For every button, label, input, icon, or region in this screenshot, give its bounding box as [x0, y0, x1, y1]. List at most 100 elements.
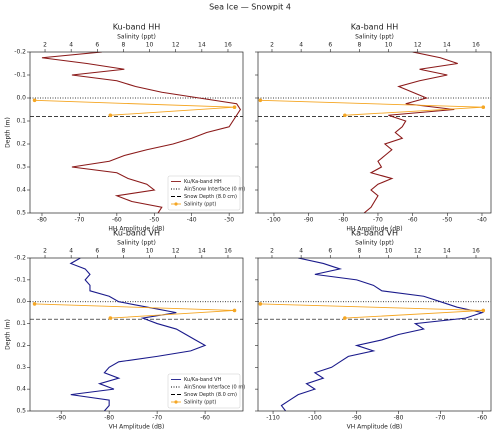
y-tick-label: 0.4: [16, 386, 26, 393]
salinity-line: [34, 303, 235, 319]
salinity-point: [32, 302, 37, 306]
subplot-title: Ku-band VH: [113, 229, 160, 238]
x-axis-label: HH Amplitude (dB): [108, 226, 164, 233]
x-axis-label: HH Amplitude (dB): [346, 226, 402, 233]
x2-tick-label: 4: [299, 248, 303, 255]
x2-axis-label: Salinity (ppt): [117, 240, 156, 247]
axes-frame: [29, 51, 244, 214]
legend-label: Ku/Ka-band HH: [184, 179, 222, 185]
x2-tick-label: 16: [472, 42, 480, 49]
x-tick-label: -40: [477, 217, 487, 224]
x-tick-label: -80: [104, 415, 114, 422]
x-tick-label: -90: [304, 217, 314, 224]
x2-tick-label: 12: [172, 248, 180, 255]
y-tick-label: -0.2: [14, 255, 26, 262]
x2-tick-label: 14: [443, 42, 451, 49]
subplot: Ka-band VH Salinity (ppt) VH Amplitude (dB…: [255, 229, 492, 431]
x2-tick-label: 6: [328, 248, 332, 255]
legend-box: [167, 373, 241, 409]
x2-tick-label: 10: [385, 248, 393, 255]
salinity-point: [32, 98, 37, 103]
salinity-line: [34, 99, 235, 116]
x-tick-label: -60: [477, 415, 487, 422]
y-tick-label: 0.5: [16, 408, 26, 415]
salinity-point: [232, 308, 237, 313]
salinity-point: [481, 308, 486, 313]
legend-label: Ku/Ka-band VH: [184, 377, 222, 383]
salinity-line: [260, 99, 484, 116]
x2-tick-label: 2: [270, 248, 274, 255]
profile-line: [69, 258, 207, 411]
x2-tick-label: 8: [122, 42, 126, 49]
subplot-title: Ka-band HH: [351, 23, 399, 32]
y-tick-label: -0.1: [14, 276, 26, 283]
salinity-line: [260, 303, 484, 319]
x2-tick-label: 6: [328, 42, 332, 49]
legend-label: Salinity (ppt): [184, 400, 216, 406]
salinity-point: [232, 105, 237, 109]
x2-tick-label: 12: [172, 42, 180, 49]
y-tick-label: 0.2: [16, 342, 26, 349]
subplot-title: Ka-band VH: [351, 229, 398, 238]
y-tick-label: 0.3: [16, 364, 26, 371]
x-tick-label: -90: [352, 415, 362, 422]
x-tick-label: -80: [37, 217, 47, 224]
profile-line: [280, 258, 485, 411]
x2-tick-label: 14: [443, 248, 451, 255]
x-tick-label: -70: [373, 217, 383, 224]
legend-label: Snow Depth (8.0 cm): [184, 392, 237, 398]
subplot: Ku-band HH Salinity (ppt) HH Amplitude (dB…: [5, 23, 246, 233]
x-tick-label: -60: [200, 415, 210, 422]
y-tick-label: 0.3: [16, 164, 26, 171]
legend-label: Snow Depth (8.0 cm): [184, 194, 237, 200]
y-axis-label: Depth (m): [5, 319, 12, 350]
x2-tick-label: 14: [198, 42, 206, 49]
legend-label: Air/Snow Interface (0 m): [184, 187, 245, 193]
x2-tick-label: 4: [69, 42, 73, 49]
subplot: Ku-band VH Salinity (ppt) VH Amplitude (dB…: [5, 229, 246, 431]
x2-tick-label: 2: [270, 42, 274, 49]
x-tick-label: -80: [394, 415, 404, 422]
x2-tick-label: 8: [358, 42, 362, 49]
x-tick-label: -50: [149, 217, 159, 224]
x2-tick-label: 10: [385, 42, 393, 49]
legend-marker: [174, 400, 178, 404]
x2-axis-label: Salinity (ppt): [355, 240, 394, 247]
profile-line: [41, 52, 242, 213]
salinity-point: [343, 113, 347, 118]
x-tick-label: -100: [308, 415, 322, 422]
axes-frame: [257, 257, 492, 412]
y-tick-label: -0.1: [14, 72, 26, 79]
x2-tick-label: 8: [122, 248, 126, 255]
x2-tick-label: 12: [414, 248, 422, 255]
x2-axis-label: Salinity (ppt): [355, 34, 394, 41]
x-tick-label: -70: [75, 217, 85, 224]
y-tick-label: -0.2: [14, 49, 26, 56]
legend-label: Air/Snow Interface (0 m): [184, 385, 245, 391]
legend-marker: [174, 202, 178, 206]
x-tick-label: -110: [266, 415, 280, 422]
x2-tick-label: 6: [95, 248, 99, 255]
salinity-point: [258, 302, 263, 306]
subplot: Ka-band HH Salinity (ppt) HH Amplitude (dB…: [255, 23, 492, 233]
x-tick-label: -80: [338, 217, 348, 224]
axes-frame: [257, 51, 492, 214]
y-tick-label: 0.0: [16, 298, 26, 305]
y-tick-label: 0.2: [16, 141, 26, 148]
axes-frame: [29, 257, 244, 412]
x2-tick-label: 2: [43, 42, 47, 49]
y-tick-label: 0.5: [16, 210, 26, 217]
x-axis-label: VH Amplitude (dB): [347, 424, 403, 431]
salinity-point: [108, 316, 113, 320]
x2-tick-label: 10: [146, 42, 154, 49]
x-tick-label: -70: [435, 415, 445, 422]
x2-tick-label: 16: [472, 248, 480, 255]
x-tick-label: -90: [56, 415, 66, 422]
x-tick-label: -30: [224, 217, 234, 224]
salinity-point: [258, 98, 263, 103]
x-tick-label: -50: [442, 217, 452, 224]
x2-tick-label: 6: [95, 42, 99, 49]
y-tick-label: 0.4: [16, 187, 26, 194]
x2-tick-label: 16: [224, 42, 232, 49]
